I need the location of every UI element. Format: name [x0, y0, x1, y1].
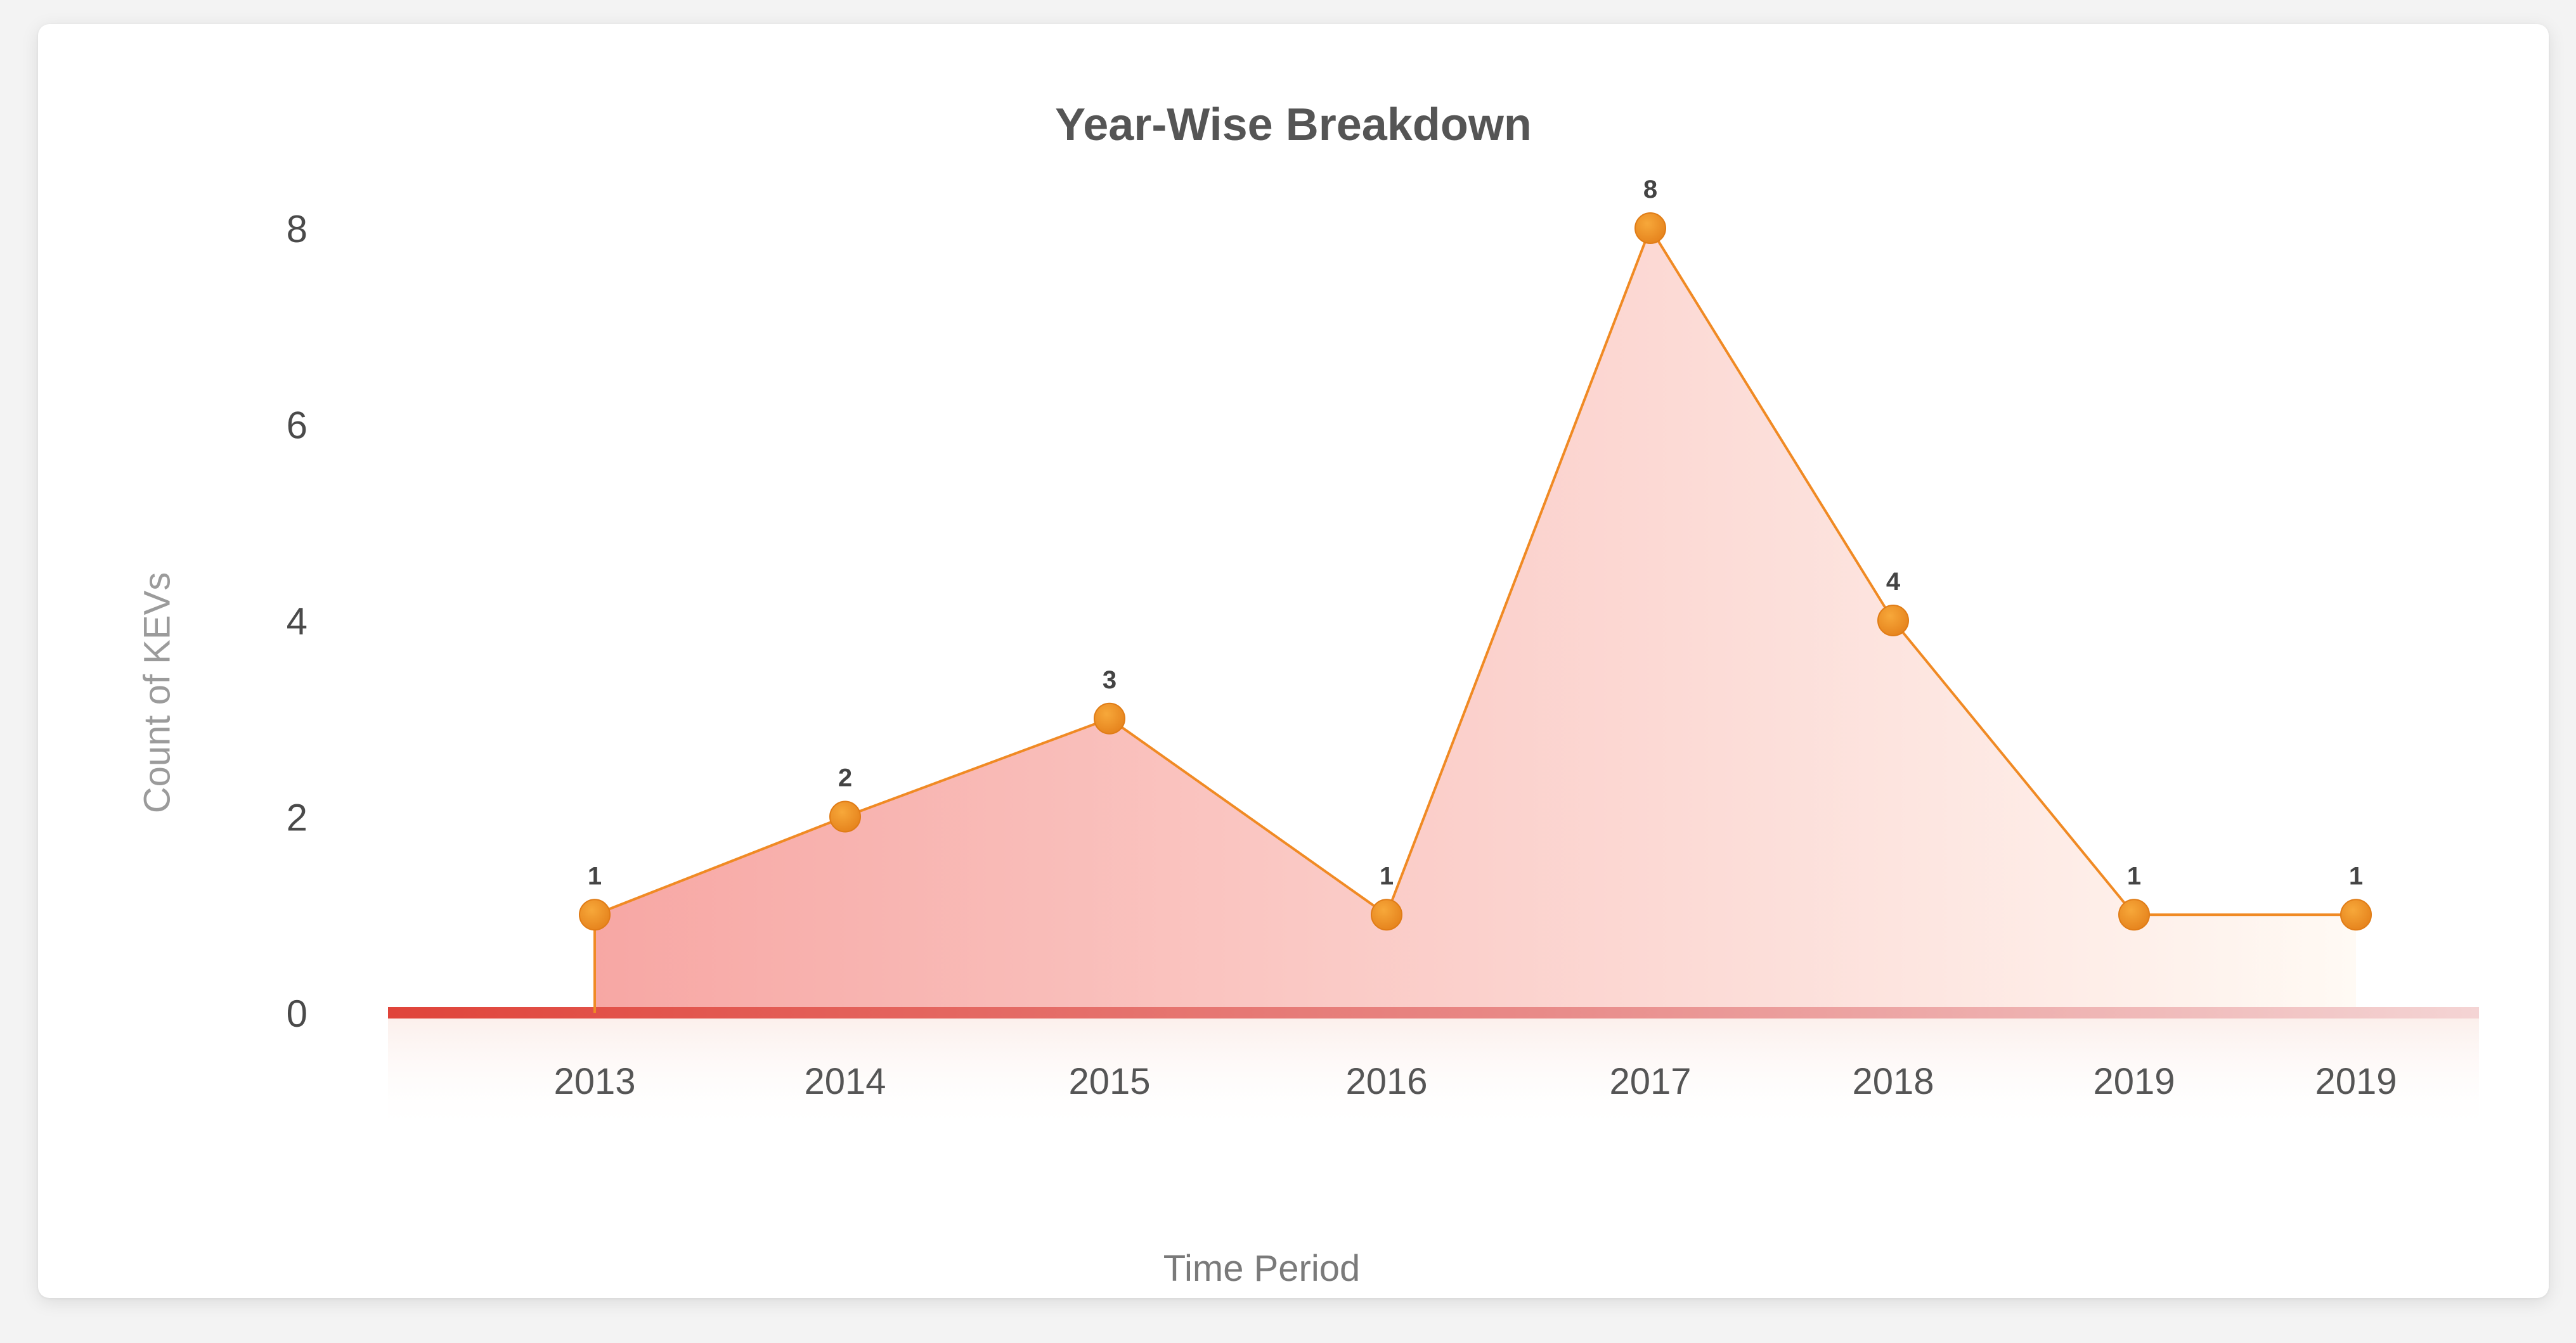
area-chart: 1 2 3 1 8 4 1 1 0 2 4 6 8 2013 2014 2015 2016 2017 2018 2…	[287, 176, 2479, 1133]
data-label: 4	[1886, 568, 1901, 596]
x-tick-label: 2014	[804, 1061, 886, 1102]
x-tick-label: 2019	[2093, 1061, 2175, 1102]
y-tick-label: 0	[287, 993, 307, 1035]
data-point-2014	[829, 800, 861, 833]
y-tick-label: 2	[287, 797, 307, 839]
x-axis-band	[388, 1013, 2479, 1133]
data-point-2018	[1877, 605, 1909, 636]
x-axis-label: Time Period	[1163, 1248, 1361, 1289]
y-tick-label: 4	[287, 600, 307, 643]
y-tick-label: 8	[287, 208, 307, 250]
x-tick-label: 2019	[2315, 1061, 2397, 1102]
data-label: 3	[1103, 666, 1116, 694]
data-label: 8	[1643, 176, 1657, 203]
chart-card: Year-Wise Breakdown Count of KEVs Time P…	[38, 24, 2549, 1298]
data-point-2016	[1371, 899, 1402, 931]
data-label: 2	[838, 764, 852, 792]
x-tick-label: 2013	[553, 1061, 635, 1102]
data-label: 1	[2349, 862, 2363, 890]
y-tick-label: 6	[287, 404, 307, 447]
data-point-2015	[1094, 702, 1125, 735]
data-point-2017	[1634, 212, 1666, 244]
data-label: 1	[1380, 862, 1394, 890]
data-label: 1	[588, 862, 602, 890]
chart-title: Year-Wise Breakdown	[1055, 100, 1532, 150]
x-tick-label: 2016	[1345, 1061, 1427, 1102]
area-fill	[595, 228, 2356, 1013]
x-axis-baseline	[388, 1007, 2479, 1018]
x-tick-label: 2018	[1852, 1061, 1934, 1102]
x-tick-label: 2017	[1609, 1061, 1691, 1102]
data-point-2019	[2340, 899, 2372, 931]
data-label: 1	[2127, 862, 2141, 890]
data-point-2013	[579, 899, 611, 931]
x-tick-label: 2015	[1068, 1061, 1150, 1102]
data-point-2019	[2118, 899, 2150, 931]
